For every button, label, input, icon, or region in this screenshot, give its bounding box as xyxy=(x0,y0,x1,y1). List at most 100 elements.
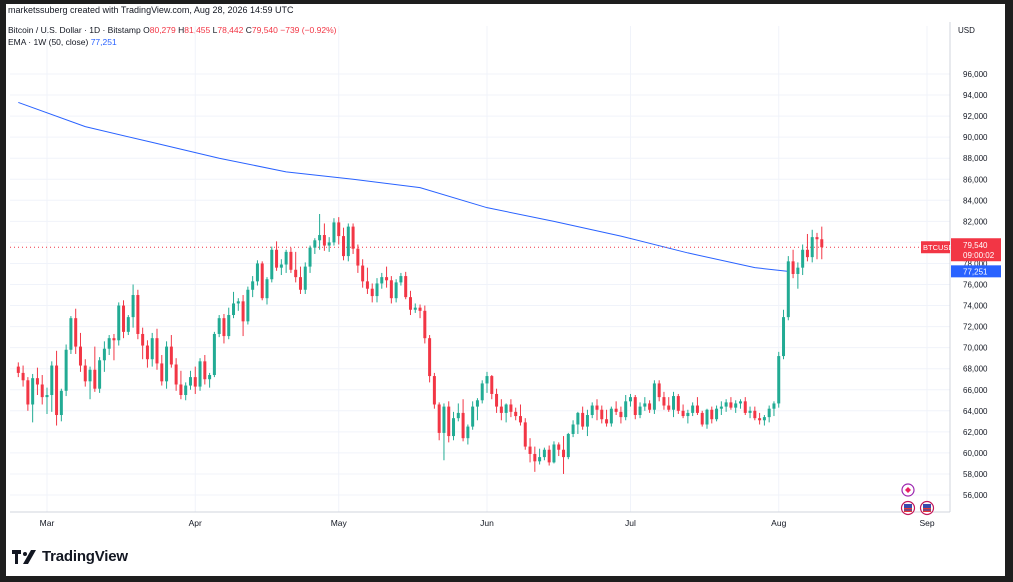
candles-layer xyxy=(16,213,824,474)
candle-body xyxy=(456,412,460,419)
candle-body xyxy=(681,410,685,417)
candle-body xyxy=(385,277,389,281)
flag-stripe xyxy=(904,508,912,510)
spark-glyph xyxy=(905,487,911,493)
candle-body xyxy=(337,222,341,237)
candle-body xyxy=(227,315,231,337)
flag-stripe xyxy=(923,508,931,510)
candle-body xyxy=(155,338,159,364)
candle-body xyxy=(695,405,699,413)
time-tick-label: Mar xyxy=(40,518,55,528)
candle-body xyxy=(50,365,54,396)
candle-body xyxy=(758,418,762,421)
candle-body xyxy=(69,318,73,350)
price-tick-label: 58,000 xyxy=(963,470,988,479)
candle-body xyxy=(380,277,384,284)
candle-body xyxy=(222,318,226,337)
candle-body xyxy=(614,408,618,412)
candle-body xyxy=(504,404,508,413)
price-tick-label: 72,000 xyxy=(963,323,988,332)
close-value: 79,540 xyxy=(251,25,278,35)
price-tick-label: 94,000 xyxy=(963,91,988,100)
candle-body xyxy=(40,384,44,398)
candle-body xyxy=(45,395,49,398)
candle-body xyxy=(605,419,609,424)
candle-body xyxy=(600,409,604,420)
currency-label[interactable]: USD xyxy=(958,26,975,35)
candle-body xyxy=(791,261,795,274)
candle-body xyxy=(179,384,183,396)
candle-body xyxy=(26,380,30,405)
candle-body xyxy=(59,390,63,416)
candle-body xyxy=(557,444,561,450)
chart-frame xyxy=(6,4,1005,576)
candle-body xyxy=(734,403,738,408)
candle-body xyxy=(188,377,192,386)
candle-body xyxy=(810,237,814,258)
candle-body xyxy=(533,453,537,462)
candle-body xyxy=(342,236,346,257)
grid xyxy=(10,26,950,512)
candle-body xyxy=(408,297,412,310)
candle-body xyxy=(738,401,742,404)
ema-legend[interactable]: EMA · 1W (50, close) 77,251 xyxy=(8,37,117,47)
candle-body xyxy=(265,279,269,299)
candle-body xyxy=(820,239,824,248)
candle-body xyxy=(437,404,441,433)
price-tick-label: 66,000 xyxy=(963,386,988,395)
last-price-tag-bg xyxy=(951,238,1001,262)
candle-body xyxy=(74,318,78,347)
time-tick-label: Jul xyxy=(625,518,636,528)
change-value: −739 (−0.92%) xyxy=(280,25,337,35)
candle-body xyxy=(275,249,279,268)
symbol-legend[interactable]: Bitcoin / U.S. Dollar · 1D · Bitstamp O8… xyxy=(8,25,336,35)
candle-body xyxy=(786,261,790,318)
candle-body xyxy=(609,408,613,424)
ema-tag: 77,251 xyxy=(963,267,988,276)
candle-body xyxy=(662,397,666,406)
candle-body xyxy=(509,404,513,412)
candle-body xyxy=(452,418,456,437)
candle-body xyxy=(184,385,188,396)
candle-body xyxy=(107,338,111,349)
candle-body xyxy=(542,449,546,458)
candle-body xyxy=(370,288,374,297)
candle-body xyxy=(289,251,293,270)
candle-body xyxy=(308,247,312,267)
tradingview-logo[interactable]: TradingView xyxy=(12,548,128,565)
time-tick-label: May xyxy=(331,518,348,528)
candle-body xyxy=(279,264,283,268)
candle-body xyxy=(595,405,599,410)
candle-body xyxy=(150,338,154,360)
ema-line xyxy=(18,101,789,272)
open-value: 80,279 xyxy=(149,25,176,35)
candle-body xyxy=(198,361,202,387)
candle-body xyxy=(461,412,465,439)
candle-body xyxy=(303,266,307,290)
candle-body xyxy=(64,349,68,391)
chart-attribution: marketssuberg created with TradingView.c… xyxy=(8,5,294,15)
candle-body xyxy=(236,301,240,304)
time-tick-label: Jun xyxy=(480,518,494,528)
candle-body xyxy=(322,235,326,246)
candle-body xyxy=(126,317,130,332)
countdown-tag: 09:00:02 xyxy=(963,251,995,260)
tradingview-logo-icon xyxy=(12,549,36,564)
candle-body xyxy=(169,346,173,365)
candle-body xyxy=(241,301,245,322)
symbol-tag-bg xyxy=(921,241,950,254)
candle-body xyxy=(102,348,106,361)
candle-body xyxy=(581,412,585,427)
candle-body xyxy=(145,345,149,360)
candle-body xyxy=(710,409,714,420)
candle-body xyxy=(294,269,298,278)
candle-body xyxy=(576,412,580,425)
candle-body xyxy=(313,240,317,248)
candle-body xyxy=(552,444,556,463)
flag-stripe xyxy=(923,510,931,512)
candle-body xyxy=(246,289,250,322)
price-tick-label: 60,000 xyxy=(963,449,988,458)
ema-tag-bg xyxy=(951,265,1001,278)
candle-body xyxy=(471,406,475,427)
